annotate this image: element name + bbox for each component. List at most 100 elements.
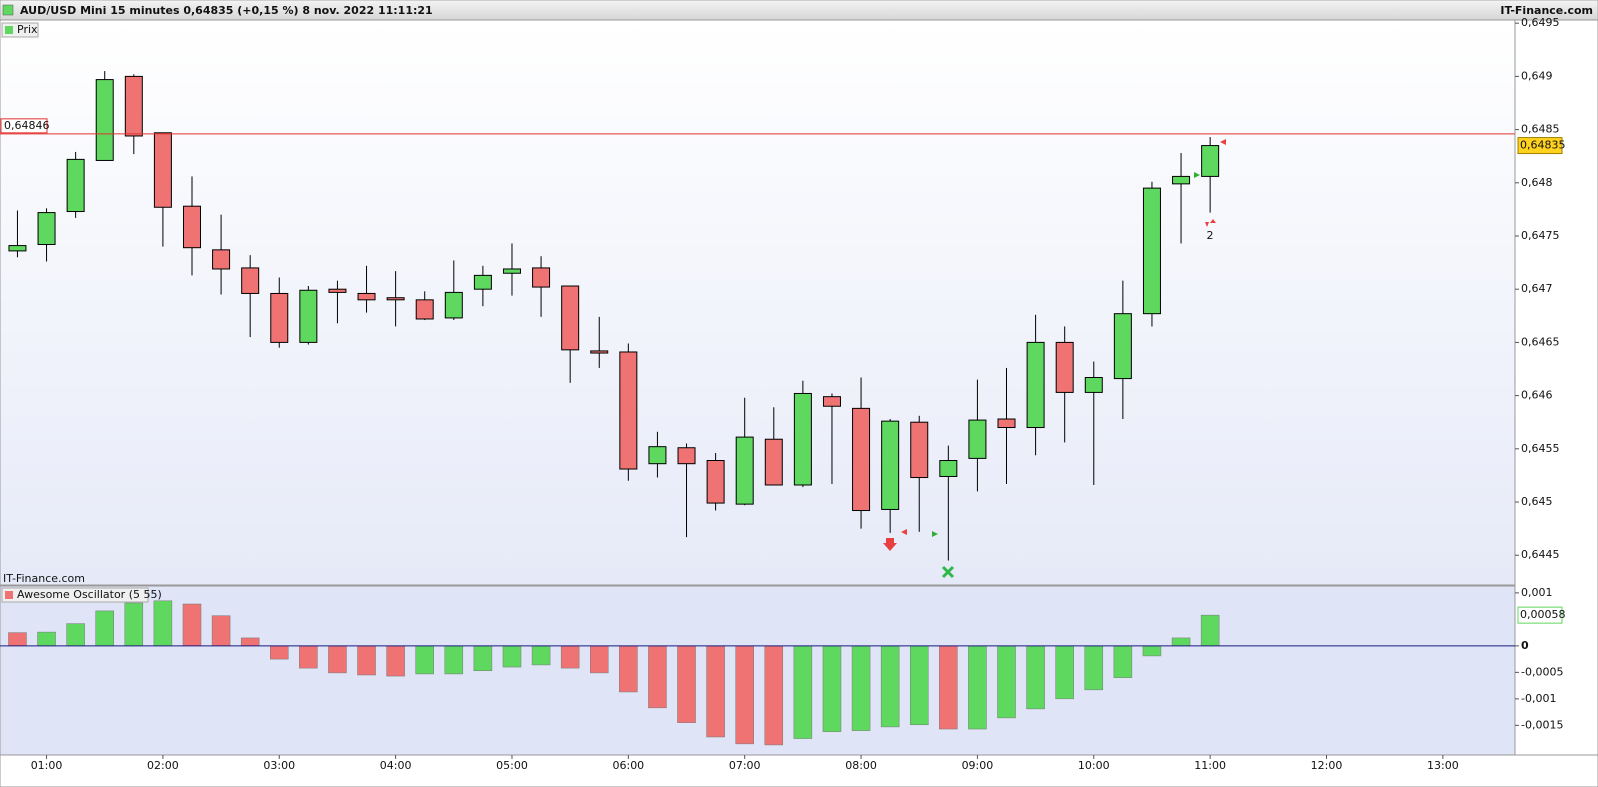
oscillator-bar [880, 645, 900, 728]
y-tick-label: 0,649 [1521, 69, 1553, 82]
candle-body [299, 289, 318, 343]
x-tick-label: 09:00 [962, 759, 994, 772]
x-tick-label: 11:00 [1194, 759, 1226, 772]
oscillator-bar [357, 645, 376, 676]
x-tick-label: 07:00 [729, 759, 761, 772]
oscillator-bar [124, 602, 144, 647]
x-tick-label: 03:00 [263, 759, 295, 772]
candle-body [1113, 313, 1132, 380]
y-tick-label: 0,6455 [1521, 442, 1560, 455]
oscillator-bar [66, 623, 85, 647]
x-tick-label: 05:00 [496, 759, 528, 772]
signal-triangle [1220, 139, 1226, 145]
oscillator-bar [735, 645, 754, 745]
candle-body [357, 292, 376, 301]
oscillator-bar [1113, 645, 1133, 678]
oscillator-bar [473, 645, 493, 672]
oscillator-bar [37, 631, 56, 647]
oscillator-bar [153, 600, 173, 647]
oscillator-legend: Awesome Oscillator (5 55) [17, 588, 162, 601]
candle-body [939, 460, 958, 477]
candle-body [66, 158, 85, 213]
x-tick-label: 13:00 [1427, 759, 1459, 772]
candle-body [706, 460, 725, 504]
y-tick-label: 0 [1521, 639, 1529, 652]
time-axis-area [0, 754, 1598, 787]
candle-body [910, 421, 929, 479]
oscillator-bar [793, 645, 813, 739]
oscillator-bar [764, 645, 784, 746]
x-tick-label: 06:00 [612, 759, 644, 772]
candle-body [386, 297, 405, 301]
candle-body [881, 420, 900, 510]
oscillator-bar [822, 645, 842, 732]
candle-body [532, 267, 551, 288]
last-price-label: 0,64835 [1520, 139, 1566, 152]
signal-triangle [932, 531, 938, 537]
candle-body [444, 291, 463, 319]
candle-body [502, 268, 521, 274]
y-tick-label: 0,646 [1521, 389, 1553, 402]
header-icon [2, 4, 14, 16]
signal-triangle [901, 529, 907, 535]
oscillator-bar [648, 645, 667, 709]
x-tick-label: 04:00 [380, 759, 412, 772]
candle-body [270, 292, 289, 343]
oscillator-bar [1055, 645, 1074, 700]
oscillator-bar [968, 645, 987, 730]
candle-body [997, 418, 1016, 429]
candle-body [677, 447, 696, 465]
oscillator-bar [1200, 614, 1220, 647]
oscillator-bar [8, 632, 27, 647]
header-source: IT-Finance.com [1500, 4, 1593, 17]
oscillator-bar [706, 645, 725, 738]
oscillator-bar [270, 645, 289, 660]
oscillator-bar [211, 615, 231, 647]
candle-body [212, 249, 231, 270]
x-tick-label: 08:00 [845, 759, 877, 772]
oscillator-bar [386, 645, 405, 677]
oscillator-bar [1142, 645, 1162, 657]
oscillator-bar [997, 645, 1016, 719]
y-tick-label: 0,645 [1521, 495, 1553, 508]
oscillator-legend-swatch [5, 591, 13, 599]
sell-arrow [883, 538, 897, 551]
price-panel [0, 19, 1516, 586]
candle-body [473, 274, 492, 290]
oscillator-bar [619, 645, 638, 693]
oscillator-bar [1171, 637, 1191, 647]
signal-arrows [1205, 219, 1216, 227]
y-tick-label: 0,647 [1521, 282, 1553, 295]
y-tick-label: -0,0005 [1521, 665, 1563, 678]
last-price-box [1517, 137, 1563, 155]
y-tick-label: 0,6445 [1521, 548, 1560, 561]
y-tick-label: 0,648 [1521, 176, 1553, 189]
candle-body [1084, 377, 1103, 393]
candle-body [1172, 175, 1191, 185]
y-tick-label: 0,6485 [1521, 123, 1560, 136]
candle-body [764, 438, 783, 486]
candle-body [328, 288, 347, 293]
y-tick-label: -0,0015 [1521, 718, 1563, 731]
x-tick-label: 02:00 [147, 759, 179, 772]
x-tick-label: 10:00 [1078, 759, 1110, 772]
candle-body [124, 75, 143, 137]
y-tick-label: 0,6475 [1521, 229, 1560, 242]
oscillator-bar [328, 645, 347, 674]
candle-body [561, 285, 580, 351]
candle-body [1142, 187, 1161, 315]
candle-body [648, 446, 667, 465]
legend-label: Prix [17, 23, 38, 36]
oscillator-bar [677, 645, 696, 723]
candle-body [822, 396, 841, 407]
annotation: 2 [1207, 229, 1214, 242]
y-tick-label: 0,6465 [1521, 335, 1560, 348]
oscillator-bar [560, 645, 580, 669]
candle-body [590, 350, 609, 354]
oscillator-bar [95, 610, 114, 647]
signal-cross [941, 565, 955, 579]
y-tick-label: 0,001 [1521, 586, 1553, 599]
legend-swatch [5, 26, 13, 34]
candle-body [1026, 341, 1045, 429]
